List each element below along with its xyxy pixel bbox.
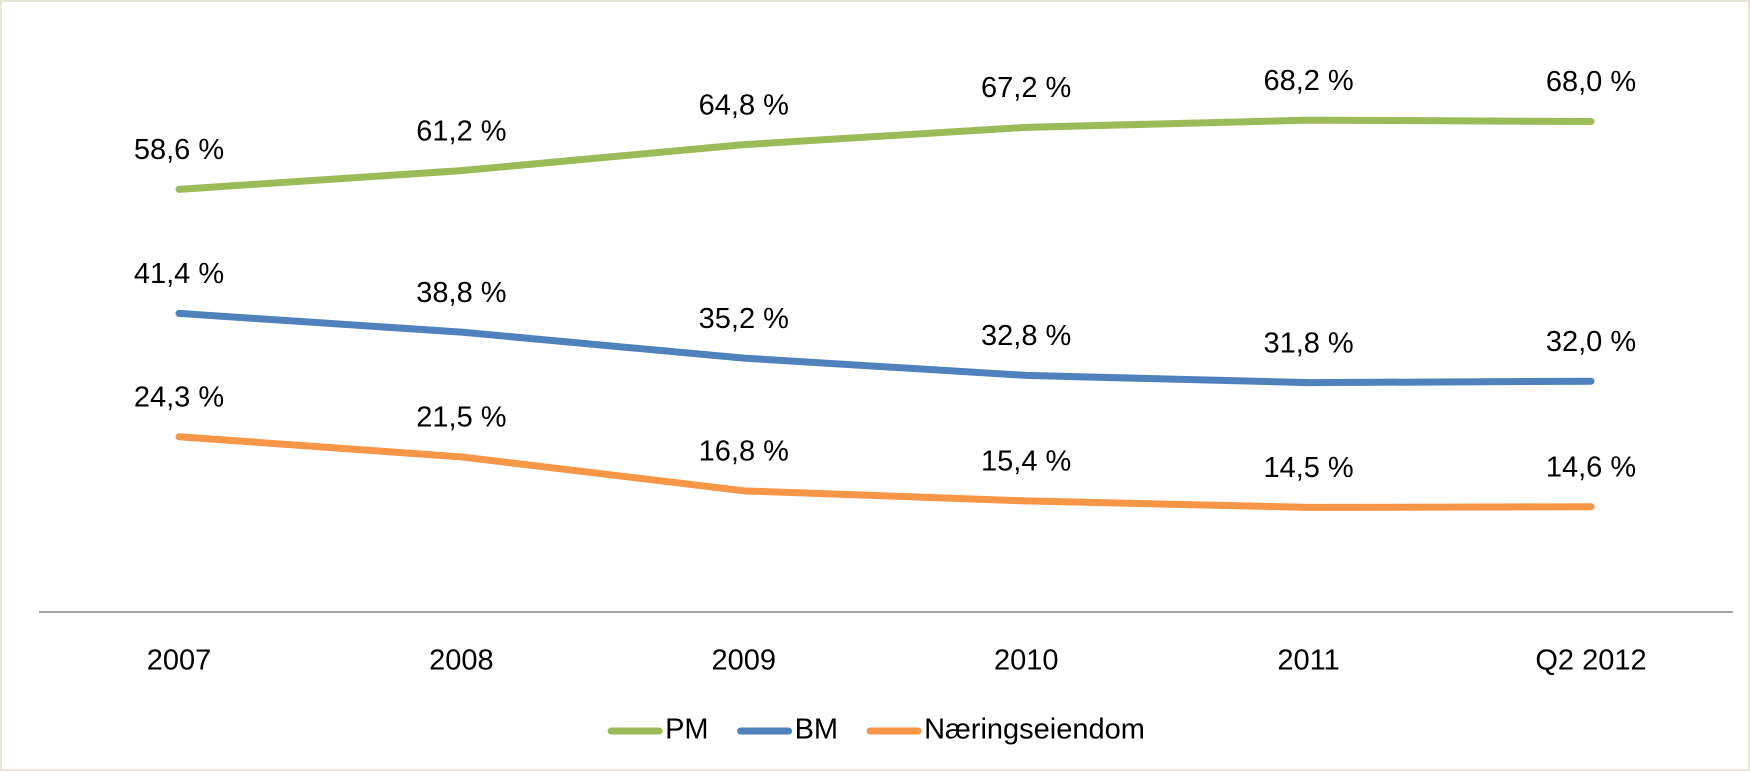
legend-label: BM	[795, 714, 839, 746]
x-tick-label: 2009	[712, 645, 777, 677]
data-label: 15,4 %	[981, 446, 1071, 478]
data-label: 14,5 %	[1263, 452, 1353, 484]
data-label: 61,2 %	[416, 115, 506, 147]
data-label: 67,2 %	[981, 72, 1071, 104]
data-label: 38,8 %	[416, 277, 506, 309]
data-label: 64,8 %	[699, 89, 789, 121]
x-tick-label: 2008	[429, 645, 494, 677]
data-label: 31,8 %	[1263, 327, 1353, 359]
data-label: 32,0 %	[1546, 326, 1636, 358]
x-tick-label: 2007	[147, 645, 212, 677]
data-label: 68,0 %	[1546, 66, 1636, 98]
series-line	[175, 309, 1595, 387]
data-label: 14,6 %	[1546, 451, 1636, 483]
series-line	[175, 116, 1595, 193]
data-label: 35,2 %	[699, 303, 789, 335]
x-tick-label: Q2 2012	[1535, 645, 1646, 677]
data-label: 16,8 %	[699, 435, 789, 467]
series-line	[175, 433, 1595, 511]
data-label: 21,5 %	[416, 402, 506, 434]
data-label: 41,4 %	[134, 258, 224, 290]
x-tick-label: 2011	[1277, 645, 1339, 677]
legend-label: PM	[665, 714, 709, 746]
x-tick-label: 2010	[994, 645, 1059, 677]
legend-label: Næringseiendom	[924, 714, 1145, 746]
data-label: 24,3 %	[134, 381, 224, 413]
data-label: 58,6 %	[134, 134, 224, 166]
data-label: 32,8 %	[981, 320, 1071, 352]
data-label: 68,2 %	[1263, 65, 1353, 97]
